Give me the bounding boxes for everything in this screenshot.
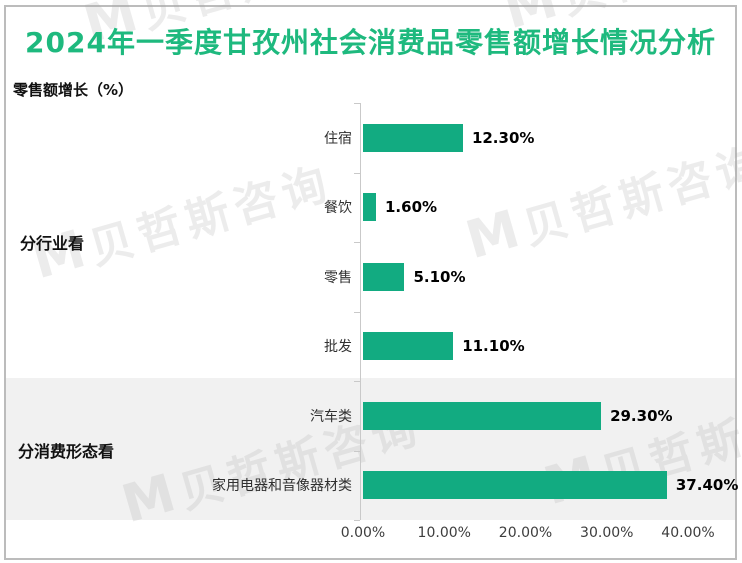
bar-row-household-appliances: 家用电器和音像器材类 37.40% — [0, 451, 742, 521]
bar — [363, 262, 405, 291]
bar — [363, 193, 376, 222]
value-label: 5.10% — [413, 267, 466, 286]
panel-border — [4, 5, 737, 560]
category-label: 住宿 — [324, 130, 352, 147]
group-label-by-consumption-form: 分消费形态看 — [18, 442, 115, 461]
value-label: 12.30% — [471, 128, 535, 147]
category-label: 家用电器和音像器材类 — [212, 478, 352, 495]
group-label-by-industry: 分行业看 — [20, 234, 85, 253]
category-axis-line — [360, 103, 361, 520]
bar-row-wholesale: 批发 11.10% — [0, 312, 742, 382]
x-axis-tick-label: 40.00% — [661, 525, 715, 541]
value-label: 11.10% — [462, 337, 525, 356]
bar — [363, 123, 463, 152]
bar-row-automobiles: 汽车类 29.30% — [0, 381, 742, 451]
value-label: 37.40% — [675, 476, 739, 495]
bar — [363, 471, 667, 500]
bar — [363, 332, 454, 361]
value-label: 29.30% — [610, 406, 673, 425]
axis-title: 零售额增长（%） — [13, 81, 134, 99]
x-axis-tick-label: 30.00% — [580, 525, 634, 541]
category-label: 餐饮 — [324, 200, 352, 217]
bar-row-accommodation: 住宿 12.30% — [0, 103, 742, 173]
x-axis-tick-label: 0.00% — [340, 525, 386, 541]
category-label: 汽车类 — [310, 408, 352, 425]
x-axis-tick-label: 20.00% — [498, 525, 553, 541]
bar-row-catering: 餐饮 1.60% — [0, 173, 742, 243]
bar-row-retail: 零售 5.10% — [0, 242, 742, 312]
category-label: 零售 — [324, 269, 352, 286]
x-axis-tick-label: 10.00% — [417, 525, 471, 541]
bar — [363, 401, 602, 430]
category-label: 批发 — [324, 339, 352, 356]
value-label: 1.60% — [385, 198, 438, 217]
chart-title: 2024年一季度甘孜州社会消费品零售额增长情况分析 — [25, 26, 716, 59]
